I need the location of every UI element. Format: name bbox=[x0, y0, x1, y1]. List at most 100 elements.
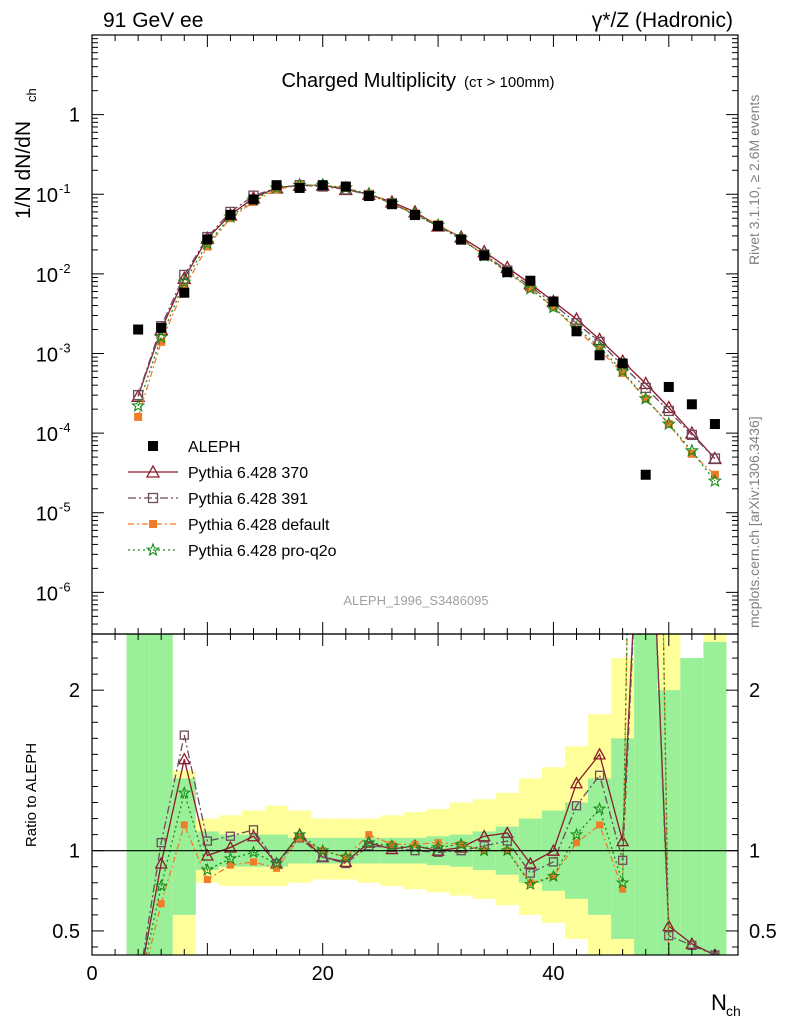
marker-square bbox=[709, 453, 721, 464]
legend-label: Pythia 6.428 391 bbox=[188, 491, 308, 508]
marker-star bbox=[615, 875, 630, 889]
marker-filled-square bbox=[149, 520, 157, 528]
data-point bbox=[271, 180, 282, 191]
marker-filled-square bbox=[157, 900, 165, 908]
data-point bbox=[179, 287, 190, 298]
data-point bbox=[617, 358, 628, 369]
ratio-tick-label: 1 bbox=[69, 841, 80, 863]
y-tick-label-exponent: -2 bbox=[59, 261, 71, 276]
x-tick-label: 20 bbox=[312, 963, 334, 985]
ratio-tick-label-right: 0.5 bbox=[749, 921, 777, 943]
main-series-group bbox=[130, 177, 723, 488]
y-tick-label-exponent: -6 bbox=[59, 579, 71, 594]
marker-triangle bbox=[200, 848, 214, 861]
marker-star bbox=[154, 329, 169, 344]
data-point bbox=[686, 399, 697, 410]
marker-star bbox=[569, 827, 584, 841]
marker-star bbox=[130, 398, 146, 412]
marker-star bbox=[177, 274, 192, 289]
marker-star bbox=[592, 801, 607, 815]
marker-filled-square bbox=[664, 420, 673, 429]
data-point bbox=[525, 275, 536, 286]
marker-filled-square bbox=[296, 834, 304, 842]
data-point bbox=[248, 194, 259, 205]
data-point bbox=[571, 326, 582, 337]
marker-star bbox=[200, 862, 215, 876]
marker-filled-square bbox=[526, 284, 535, 293]
marker-filled-square bbox=[226, 861, 234, 869]
ratio-line bbox=[142, 634, 716, 955]
data-point bbox=[548, 296, 559, 307]
marker-square bbox=[548, 857, 559, 867]
marker-star bbox=[684, 443, 700, 457]
ratio-tick-label-right: 1 bbox=[749, 841, 760, 863]
marker-star bbox=[523, 281, 538, 295]
marker-square bbox=[147, 492, 159, 504]
ratio-tick-label-right: 2 bbox=[749, 680, 760, 702]
data-point bbox=[479, 250, 490, 261]
data-point bbox=[202, 234, 213, 245]
ratio-series-group bbox=[92, 634, 738, 955]
marker-triangle bbox=[685, 936, 699, 949]
legend-label: Pythia 6.428 370 bbox=[188, 465, 308, 482]
data-point bbox=[433, 220, 444, 231]
marker-star bbox=[431, 840, 445, 854]
data-point bbox=[456, 234, 467, 245]
marker-star bbox=[546, 869, 561, 883]
marker-star bbox=[500, 843, 514, 857]
data-point bbox=[502, 267, 513, 278]
ratio-band-inner bbox=[657, 690, 681, 955]
marker-square bbox=[364, 841, 374, 851]
data-point bbox=[133, 324, 144, 335]
ratio-band-inner bbox=[680, 658, 704, 955]
ratio-y-label: Ratio to ALEPH bbox=[23, 743, 40, 847]
marker-filled-square bbox=[180, 821, 188, 829]
x-axis-label: N bbox=[711, 990, 727, 1015]
y-tick-label-exponent: -1 bbox=[59, 181, 71, 196]
marker-square bbox=[202, 836, 213, 846]
data-point bbox=[386, 199, 397, 210]
header-right: γ*/Z (Hadronic) bbox=[592, 9, 733, 32]
marker-star bbox=[154, 878, 168, 892]
y-tick-label-exponent: -3 bbox=[59, 340, 71, 355]
marker-filled-square bbox=[619, 885, 627, 893]
y-axis-label: 1/N dN/dN ch bbox=[12, 88, 39, 219]
chart-title: Charged Multiplicity bbox=[281, 70, 456, 92]
marker-star bbox=[477, 843, 491, 857]
ratio-band-inner bbox=[634, 634, 658, 955]
marker-filled-square bbox=[641, 394, 650, 403]
ratio-tick-label: 2 bbox=[69, 680, 80, 702]
marker-star bbox=[145, 542, 161, 557]
y-tick-label: 10 bbox=[36, 504, 58, 526]
analysis-watermark: ALEPH_1996_S3486095 bbox=[343, 593, 488, 608]
marker-star bbox=[292, 827, 307, 841]
marker-star bbox=[615, 363, 630, 378]
data-point bbox=[663, 381, 674, 392]
series-line bbox=[137, 184, 716, 459]
ratio-band-inner bbox=[172, 778, 196, 915]
marker-square bbox=[179, 730, 189, 740]
marker-square bbox=[571, 801, 582, 811]
data-point bbox=[294, 182, 305, 193]
marker-star bbox=[362, 835, 376, 849]
marker-square bbox=[663, 405, 674, 417]
ratio-band-inner bbox=[588, 778, 612, 915]
y-tick-label-exponent: -4 bbox=[59, 420, 71, 435]
marker-triangle bbox=[616, 834, 630, 847]
marker-filled-square bbox=[365, 831, 373, 839]
marker-square bbox=[594, 770, 605, 780]
data-point bbox=[410, 209, 420, 220]
marker-filled-square bbox=[549, 303, 558, 312]
y-tick-label: 10 bbox=[36, 344, 58, 366]
chart-title-note: (cτ > 100mm) bbox=[464, 74, 555, 91]
marker-star bbox=[316, 843, 330, 857]
ratio-line bbox=[143, 634, 716, 955]
marker-star bbox=[638, 391, 653, 405]
y-tick-label: 10 bbox=[36, 424, 58, 446]
marker-filled-square bbox=[273, 864, 281, 872]
marker-star bbox=[707, 473, 723, 488]
marker-triangle bbox=[592, 747, 607, 760]
rivet-info: Rivet 3.1.10, ≥ 2.6M events bbox=[746, 95, 762, 265]
